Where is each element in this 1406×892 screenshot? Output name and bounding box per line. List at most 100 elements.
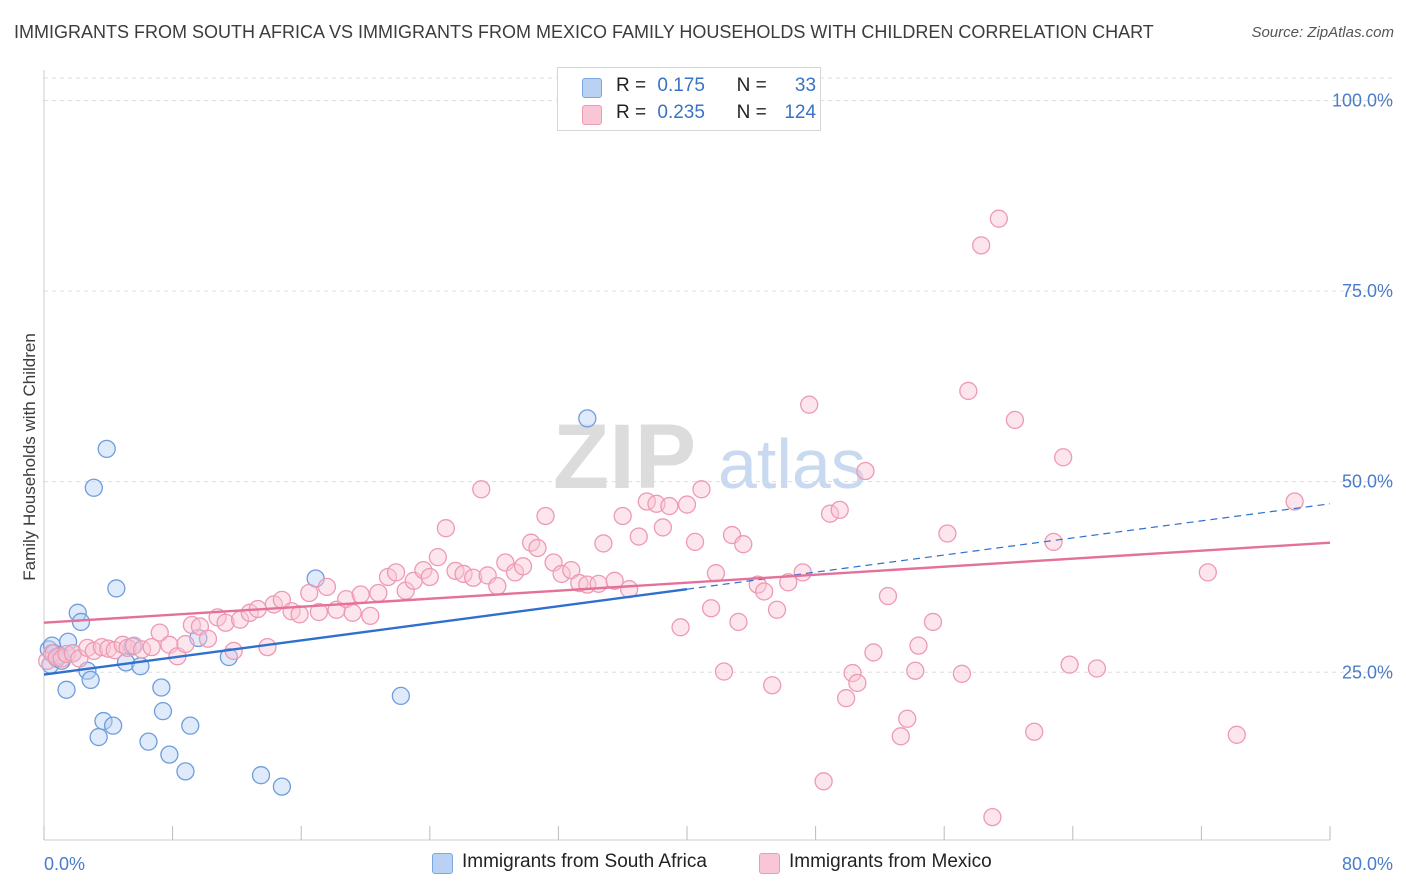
point-south-africa (578, 409, 597, 428)
source-label: Source: ZipAtlas.com (1251, 24, 1394, 41)
point-mexico (386, 563, 406, 582)
n-label: N = (736, 102, 767, 123)
point-mexico (454, 564, 473, 584)
point-mexico (1087, 659, 1107, 678)
point-mexico (660, 496, 679, 516)
point-mexico (594, 534, 613, 553)
point-mexico (150, 623, 169, 642)
point-mexico (814, 772, 833, 791)
point-mexico (767, 600, 787, 619)
point-mexico (605, 571, 624, 590)
x-tick-label: 0.0% (44, 854, 85, 874)
point-south-africa (89, 727, 108, 747)
point-mexico (906, 661, 925, 680)
point-mexico (1227, 725, 1246, 744)
point-mexico (692, 480, 711, 499)
point-mexico (343, 603, 362, 622)
point-mexico (653, 518, 673, 537)
point-mexico (1060, 655, 1079, 674)
point-mexico (309, 602, 329, 622)
point-mexico (216, 613, 235, 632)
point-mexico (562, 560, 581, 580)
point-mexico (909, 636, 928, 655)
point-mexico (464, 568, 483, 587)
point-mexico (528, 538, 547, 558)
trend-line-mexico (43, 541, 1331, 624)
point-south-africa (153, 702, 173, 721)
point-mexico (317, 577, 337, 597)
point-mexico (677, 495, 697, 514)
point-south-africa (57, 680, 76, 699)
trend-line-south-africa (43, 587, 688, 676)
point-mexico (198, 629, 218, 648)
watermark-atlas: atlas (718, 425, 866, 503)
point-mexico (878, 586, 898, 606)
point-mexico (830, 500, 849, 520)
point-mexico (496, 553, 515, 572)
y-tick-label: 50.0% (1342, 472, 1393, 492)
point-mexico (989, 209, 1009, 228)
point-mexico (820, 504, 840, 523)
point-mexico (420, 567, 439, 587)
point-mexico (706, 564, 726, 583)
legend-stats-mexico: R = 0.235 N = 124 (616, 102, 816, 124)
point-south-africa (219, 647, 239, 667)
axes (43, 70, 1331, 841)
point-mexico (536, 506, 555, 526)
point-mexico (1054, 448, 1073, 467)
point-south-africa (139, 732, 158, 751)
point-mexico (972, 236, 991, 255)
point-mexico (748, 575, 767, 594)
point-mexico (488, 576, 507, 596)
r-value: 0.235 (657, 102, 705, 123)
bottom-legend-label: Immigrants from South Africa (462, 851, 707, 872)
point-mexico (436, 519, 456, 538)
point-mexico (361, 606, 380, 626)
point-mexico (729, 612, 748, 632)
legend-swatch-south-africa (582, 78, 602, 98)
point-mexico (613, 506, 632, 526)
point-mexico (864, 643, 883, 662)
point-mexico (938, 524, 957, 543)
point-south-africa (103, 716, 123, 735)
point-mexico (848, 673, 867, 693)
point-mexico (351, 585, 370, 604)
n-label: N = (736, 75, 767, 96)
point-mexico (258, 637, 277, 657)
point-mexico (779, 573, 798, 592)
y-tick-label: 75.0% (1342, 281, 1393, 301)
point-mexico (891, 727, 910, 746)
bottom-legend-swatch-south-africa (432, 853, 453, 874)
point-south-africa (391, 686, 411, 706)
bottom-legend-swatch-mexico (759, 853, 780, 874)
point-mexico (290, 605, 309, 624)
point-mexico (671, 618, 690, 637)
point-south-africa (160, 745, 179, 764)
point-mexico (552, 564, 571, 584)
point-mexico (300, 583, 319, 603)
point-south-africa (152, 678, 171, 697)
point-mexico (629, 527, 648, 546)
point-mexico (685, 532, 705, 552)
point-mexico (800, 395, 819, 414)
point-mexico (176, 634, 195, 654)
point-mexico (952, 664, 972, 683)
point-mexico (983, 807, 1002, 827)
y-axis-label: Family Households with Children (20, 333, 39, 581)
gridlines (44, 77, 1392, 673)
x-tick-label: 80.0% (1342, 854, 1393, 874)
tick-labels: 100.0% 75.0% 50.0% 25.0% 0.0% 80.0% (44, 90, 1393, 874)
point-mexico (513, 557, 533, 576)
r-label: R = (616, 75, 647, 96)
trend-lines (43, 503, 1331, 676)
n-value: 33 (794, 75, 817, 96)
legend-stats-south-africa: R = 0.175 N = 33 (616, 75, 816, 97)
point-mexico (414, 560, 433, 580)
point-mexico (369, 583, 388, 603)
point-mexico (589, 574, 608, 593)
n-value: 124 (784, 102, 817, 123)
point-mexico (1025, 722, 1044, 741)
stats-legend: R = 0.175 N = 33 R = 0.235 N = 124 (557, 67, 821, 131)
point-mexico (1044, 532, 1063, 552)
